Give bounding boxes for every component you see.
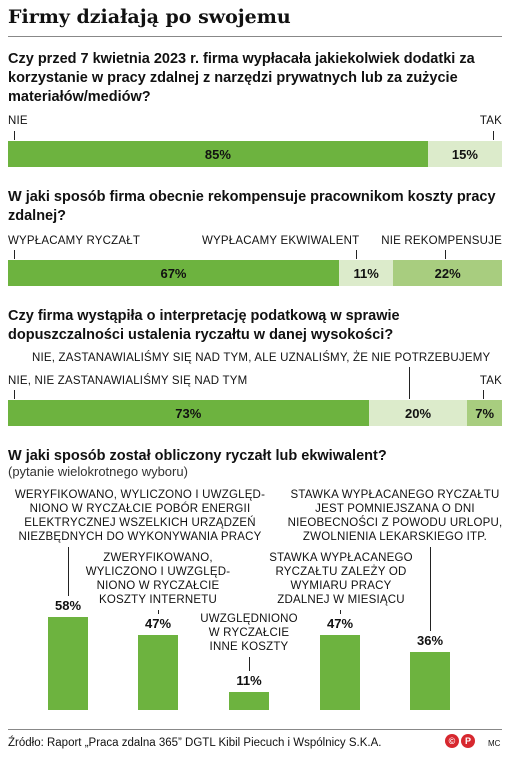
column-annotation-line: W RYCZAŁCIE (208, 627, 290, 639)
column-value-label-2: 47% (144, 615, 172, 631)
column-value-label-5: 36% (416, 633, 444, 649)
q3-label-nie: NIE, NIE ZASTANAWIALIŚMY SIĘ NAD TYM (8, 375, 248, 387)
copyright-logo: © (445, 734, 459, 748)
column-annotation-line: ZWERYFIKOWANO, (103, 552, 213, 564)
q1-tick-tak (493, 131, 494, 140)
q2-question: W jaki sposób firma obecnie rekompensuje… (8, 189, 496, 224)
q3-label-zastanawialismy: NIE, ZASTANAWIALIŚMY SIĘ NAD TYM, ALE UZ… (32, 352, 491, 364)
author-credit: MC (488, 739, 501, 748)
column-bar-3 (229, 692, 269, 710)
column-annotation-line: STAWKA WYPŁACANEGO RYCZAŁTU (290, 489, 500, 501)
publisher-logo: P (461, 734, 475, 748)
column-leader-5 (430, 547, 431, 632)
column-leader-1 (68, 547, 69, 597)
column-value-label-4: 47% (326, 615, 354, 631)
q1-question: Czy przed 7 kwietnia 2023 r. firma wypła… (8, 51, 475, 105)
column-annotation-4: STAWKA WYPŁACANEGO RYCZAŁTU ZALEŻY OD WYMI… (211, 551, 471, 607)
column-annotation-line: NIONO W RYCZAŁCIE POBÓR ENERGII (29, 503, 251, 515)
q2-tick-ekwiwalent (356, 250, 357, 259)
column-annotation-line: RYCZAŁTU ZALEŻY OD (275, 566, 407, 578)
q3-tick-tak (483, 390, 484, 399)
column-annotation-line: WYLICZONO I UWZGLĘD- (85, 566, 231, 578)
q2-segment-ekwiwalent: 11% (338, 260, 394, 286)
q1-label-tak: TAK (479, 115, 502, 127)
column-annotation-line: JEST POMNIEJSZANA O DNI (315, 503, 475, 515)
column-annotation-line: WYMIARU PRACY (290, 580, 392, 592)
q1-segment-tak: 15% (427, 141, 502, 167)
column-annotation-line: KOSZTY INTERNETU (99, 594, 217, 606)
column-bar-4 (320, 634, 360, 710)
q3-bar: 73% 20% 7% (8, 400, 502, 426)
q3-segment-zastanawialismy: 20% (368, 400, 468, 426)
q2-label-nie-rekompensuje: NIE REKOMPENSUJE (381, 235, 502, 247)
column-annotation-3: UWZGLĘDNIONO W RYCZAŁCIE INNE KOSZTY (119, 612, 379, 654)
q2-tick-nie-rekompensuje (445, 250, 446, 259)
chart-title: Firmy działają po swojemu (8, 6, 291, 28)
column-annotation-line: NIEZBĘDNYCH DO WYKONYWANIA PRACY (18, 531, 262, 543)
column-annotation-line: NIONO W RYCZAŁCIE (96, 580, 220, 592)
q4-question: W jaki sposób został obliczony ryczałt l… (8, 448, 387, 464)
column-annotation-line: ZWOLNIENIA LEKARSKIEGO ITP. (302, 531, 488, 543)
column-annotation-line: INNE KOSZTY (209, 641, 289, 653)
column-annotation-line: UWZGLĘDNIONO (200, 613, 298, 625)
column-value-label-3: 11% (236, 673, 262, 689)
column-value-label-1: 58% (54, 598, 82, 614)
q2-tick-ryczalt (14, 250, 15, 259)
q1-tick-nie (14, 131, 15, 140)
q2-label-ryczalt: WYPŁACAMY RYCZAŁT (8, 235, 141, 247)
column-leader-3 (249, 657, 250, 672)
column-bar-5 (410, 652, 450, 710)
q1-bar: 85% 15% (8, 141, 502, 167)
column-annotation-line: WERYFIKOWANO, WYLICZONO I UWZGLĘD- (14, 489, 266, 501)
q3-label-tak: TAK (479, 375, 502, 387)
q2-label-ekwiwalent: WYPŁACAMY EKWIWALENT (202, 235, 360, 247)
column-bar-2 (138, 634, 178, 710)
footer-rule (8, 729, 502, 730)
column-annotation-line: STAWKA WYPŁACANEGO (269, 552, 413, 564)
q1-segment-nie: 85% (8, 141, 428, 167)
q1-label-nie: NIE (8, 115, 28, 127)
column-annotation-2: ZWERYFIKOWANO, WYLICZONO I UWZGLĘD- NIONO … (28, 551, 288, 607)
column-bar-1 (48, 617, 88, 710)
column-annotation-line: ZDALNEJ W MIESIĄCU (277, 594, 405, 606)
column-leader-2 (158, 610, 159, 614)
q4-note: (pytanie wielokrotnego wyboru) (8, 464, 188, 479)
q3-segment-tak: 7% (467, 400, 502, 426)
column-annotation-1: WERYFIKOWANO, WYLICZONO I UWZGLĘD- NIONO … (10, 488, 270, 544)
q3-segment-nie: 73% (8, 400, 369, 426)
q2-segment-nie-rekompensuje: 22% (393, 260, 502, 286)
q2-bar: 67% 11% 22% (8, 260, 502, 286)
title-rule (8, 36, 502, 37)
q3-tick-nie (14, 390, 15, 399)
column-annotation-5: STAWKA WYPŁACANEGO RYCZAŁTU JEST POMNIEJS… (265, 488, 516, 544)
column-annotation-line: NIEOBECNOŚCI Z POWODU URLOPU, (287, 517, 503, 529)
source-note: Źródło: Raport „Praca zdalna 365” DGTL K… (8, 737, 382, 749)
q3-question: Czy firma wystąpiła o interpretację poda… (8, 308, 400, 343)
q3-leader-zastanawialismy (409, 367, 410, 399)
column-annotation-line: ELEKTRYCZNEJ WSZELKICH URZĄDZEŃ (24, 517, 256, 529)
q2-segment-ryczalt: 67% (8, 260, 339, 286)
column-leader-4 (340, 610, 341, 614)
